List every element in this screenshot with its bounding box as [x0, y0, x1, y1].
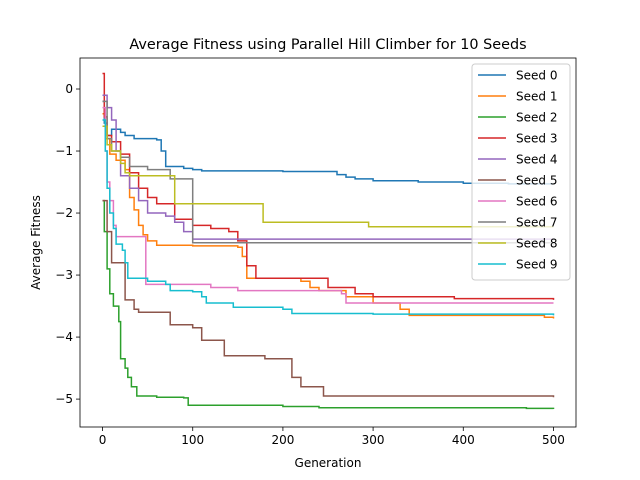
series-line-seed-8	[102, 125, 554, 228]
chart-title: Average Fitness using Parallel Hill Clim…	[129, 37, 526, 53]
series-lines	[102, 72, 555, 410]
x-tick-label: 500	[542, 433, 565, 447]
x-tick-label: 100	[181, 433, 204, 447]
legend-box	[471, 63, 571, 281]
y-tick-label: 0	[65, 82, 73, 96]
x-axis-label: Generation	[295, 456, 362, 470]
y-tick-label: −5	[55, 392, 73, 406]
legend-entry-label: Seed 4	[516, 153, 557, 167]
x-tick-label: 200	[271, 433, 294, 447]
plot-frame	[79, 57, 577, 428]
legend-entry-label: Seed 6	[516, 195, 557, 209]
series-line-seed-2	[102, 199, 555, 410]
series-line-seed-5	[102, 199, 555, 398]
legend-entry-label: Seed 8	[516, 237, 557, 251]
x-tick-label: 300	[362, 433, 385, 447]
legend-entry-label: Seed 0	[516, 69, 557, 83]
x-tick-label: 0	[99, 433, 107, 447]
legend-entry-label: Seed 7	[516, 216, 557, 230]
series-line-seed-3	[102, 72, 555, 300]
legend-entry-label: Seed 2	[516, 111, 557, 125]
series-line-seed-0	[102, 100, 554, 185]
legend: Seed 0 Seed 1 Seed 2 Seed 3 Seed 4 Seed 5 Seed…	[471, 63, 571, 281]
x-tick-label: 400	[452, 433, 475, 447]
y-tick-label: −4	[55, 330, 73, 344]
legend-entry-label: Seed 1	[516, 90, 557, 104]
series-line-seed-4	[102, 94, 554, 240]
axes	[79, 57, 577, 428]
tick-marks: 0 100 200 300 400 500 0 −1 −2 −3 −4 −5	[55, 82, 565, 447]
series-line-seed-7	[102, 100, 555, 246]
y-tick-label: −3	[55, 268, 73, 282]
legend-entry-label: Seed 3	[516, 132, 557, 146]
y-tick-label: −2	[55, 206, 73, 220]
y-axis-label: Average Fitness	[29, 195, 43, 290]
legend-entry-label: Seed 9	[516, 258, 557, 272]
y-tick-label: −1	[55, 144, 73, 158]
legend-entry-label: Seed 5	[516, 174, 557, 188]
series-line-seed-9	[102, 119, 555, 316]
